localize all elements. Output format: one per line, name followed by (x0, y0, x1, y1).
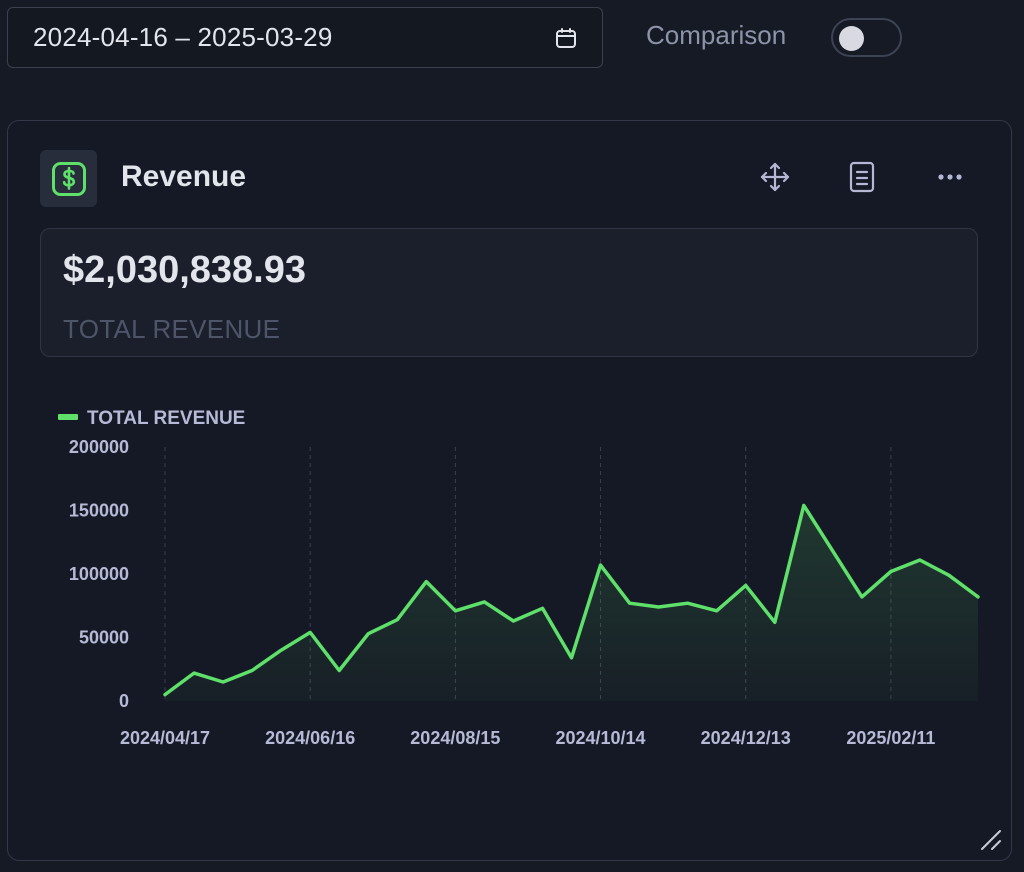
y-tick-label: 100000 (69, 564, 129, 584)
x-tick-label: 2024/06/16 (265, 728, 355, 748)
x-tick-label: 2024/04/17 (120, 728, 210, 748)
x-tick-label: 2025/02/11 (846, 728, 935, 748)
comparison-label: Comparison (646, 20, 787, 50)
series-line-total-revenue (163, 503, 980, 697)
x-tick-label: 2024/12/13 (701, 728, 791, 748)
dollar-icon (40, 150, 97, 207)
toggle-knob (839, 26, 864, 51)
legend-swatch (58, 414, 78, 420)
total-revenue-value: $2,030,838.93 (63, 249, 307, 291)
y-tick-label: 50000 (79, 628, 129, 648)
date-range-value: 2024-04-16 – 2025-03-29 (33, 22, 333, 52)
move-icon[interactable] (757, 159, 793, 195)
y-tick-label: 150000 (69, 501, 129, 521)
x-tick-label: 2024/10/14 (555, 728, 645, 748)
more-icon[interactable] (932, 159, 968, 195)
total-revenue-label: TOTAL REVENUE (63, 314, 281, 344)
y-tick-label: 200000 (69, 437, 129, 457)
date-range-picker[interactable]: 2024-04-16 – 2025-03-29 (7, 7, 603, 68)
resize-handle-icon[interactable] (980, 829, 1004, 853)
metric-summary: $2,030,838.93 TOTAL REVENUE (40, 228, 978, 357)
calendar-icon[interactable] (554, 26, 578, 50)
y-tick-label: 0 (119, 691, 129, 711)
x-tick-label: 2024/08/15 (410, 728, 500, 748)
document-icon[interactable] (844, 159, 880, 195)
series-area (165, 505, 978, 701)
revenue-card: Revenue $2,030,838.93 TOTAL REVENUE (7, 120, 1012, 861)
legend-label: TOTAL REVENUE (87, 408, 245, 429)
comparison-toggle[interactable] (831, 18, 902, 57)
card-title: Revenue (121, 160, 247, 193)
